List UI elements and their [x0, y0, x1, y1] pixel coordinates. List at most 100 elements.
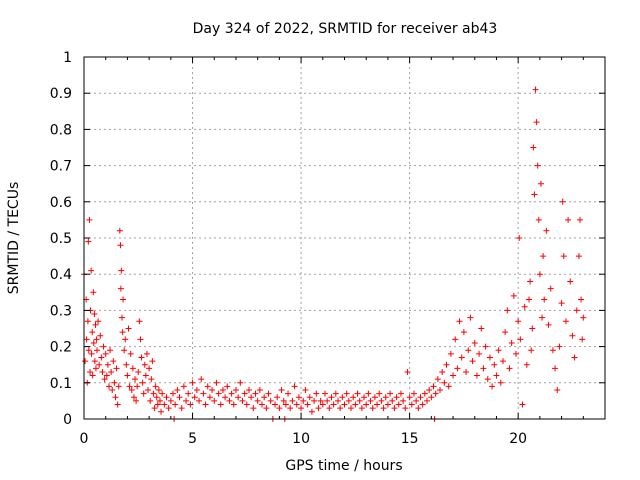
- data-point: [558, 300, 565, 307]
- data-point: [575, 253, 582, 260]
- data-point: [135, 368, 142, 375]
- data-point: [397, 390, 404, 397]
- data-point: [300, 397, 307, 404]
- data-point: [114, 401, 121, 408]
- data-point: [530, 144, 537, 151]
- data-point: [256, 387, 263, 394]
- data-point: [217, 401, 224, 408]
- data-point: [117, 285, 124, 292]
- data-point: [402, 405, 409, 412]
- axis-ticks: [83, 56, 605, 420]
- data-point: [85, 347, 92, 354]
- data-point: [241, 390, 248, 397]
- data-point: [98, 354, 105, 361]
- data-point: [92, 321, 99, 328]
- data-point: [86, 216, 93, 223]
- data-point: [489, 383, 496, 390]
- data-point: [172, 401, 179, 408]
- data-point: [165, 405, 172, 412]
- data-point: [343, 390, 350, 397]
- data-point: [88, 267, 95, 274]
- data-point: [85, 238, 92, 245]
- data-point: [152, 383, 159, 390]
- data-point: [259, 401, 266, 408]
- data-point: [406, 394, 413, 401]
- data-point: [378, 397, 385, 404]
- data-point: [92, 365, 99, 372]
- data-point: [579, 336, 586, 343]
- data-point: [187, 401, 194, 408]
- data-point: [243, 401, 250, 408]
- data-point: [90, 339, 97, 346]
- data-point: [421, 390, 428, 397]
- data-point: [306, 394, 313, 401]
- data-point: [573, 307, 580, 314]
- data-point: [473, 372, 480, 379]
- data-point: [337, 405, 344, 412]
- data-point: [458, 354, 465, 361]
- data-point: [118, 314, 125, 321]
- data-point: [393, 394, 400, 401]
- data-point: [452, 336, 459, 343]
- y-tick-label: 0: [63, 412, 72, 428]
- y-tick-label: 0.8: [50, 122, 72, 138]
- data-point: [120, 296, 127, 303]
- data-point: [467, 314, 474, 321]
- data-point: [100, 343, 107, 350]
- data-point: [540, 253, 547, 260]
- chart-title: Day 324 of 2022, SRMTID for receiver ab4…: [193, 21, 498, 37]
- data-point: [237, 379, 244, 386]
- data-point: [326, 405, 333, 412]
- data-point: [321, 390, 328, 397]
- data-point: [116, 227, 123, 234]
- data-point: [222, 394, 229, 401]
- data-point: [502, 329, 509, 336]
- data-point: [115, 383, 122, 390]
- data-point: [345, 397, 352, 404]
- data-point: [118, 267, 125, 274]
- data-point: [528, 347, 535, 354]
- data-point: [567, 278, 574, 285]
- data-point: [324, 397, 331, 404]
- data-point: [159, 390, 166, 397]
- data-point: [109, 387, 116, 394]
- data-point: [147, 397, 154, 404]
- data-point: [471, 339, 478, 346]
- data-point: [137, 336, 144, 343]
- data-point: [417, 394, 424, 401]
- data-point: [426, 387, 433, 394]
- data-point: [124, 372, 131, 379]
- data-point: [209, 387, 216, 394]
- data-point: [149, 358, 156, 365]
- data-point: [556, 343, 563, 350]
- y-tick-label: 0.4: [50, 267, 72, 283]
- data-point: [102, 350, 109, 357]
- data-point: [239, 397, 246, 404]
- y-tick-label: 0.5: [50, 231, 72, 247]
- data-point: [150, 390, 157, 397]
- y-tick-label: 0.7: [50, 159, 72, 175]
- data-point: [274, 394, 281, 401]
- data-point: [232, 387, 239, 394]
- data-point: [463, 368, 470, 375]
- data-point: [204, 383, 211, 390]
- data-point: [226, 397, 233, 404]
- data-point: [569, 332, 576, 339]
- data-point: [183, 397, 190, 404]
- data-point: [167, 397, 174, 404]
- data-point: [153, 394, 160, 401]
- data-point: [96, 361, 103, 368]
- data-point: [480, 365, 487, 372]
- data-point: [155, 387, 162, 394]
- data-point: [428, 394, 435, 401]
- data-point: [523, 361, 530, 368]
- data-point: [119, 329, 126, 336]
- data-point: [213, 379, 220, 386]
- data-point: [291, 383, 298, 390]
- data-point: [163, 394, 170, 401]
- data-point: [317, 397, 324, 404]
- data-point: [302, 387, 309, 394]
- data-point: [577, 216, 584, 223]
- data-point: [534, 162, 541, 169]
